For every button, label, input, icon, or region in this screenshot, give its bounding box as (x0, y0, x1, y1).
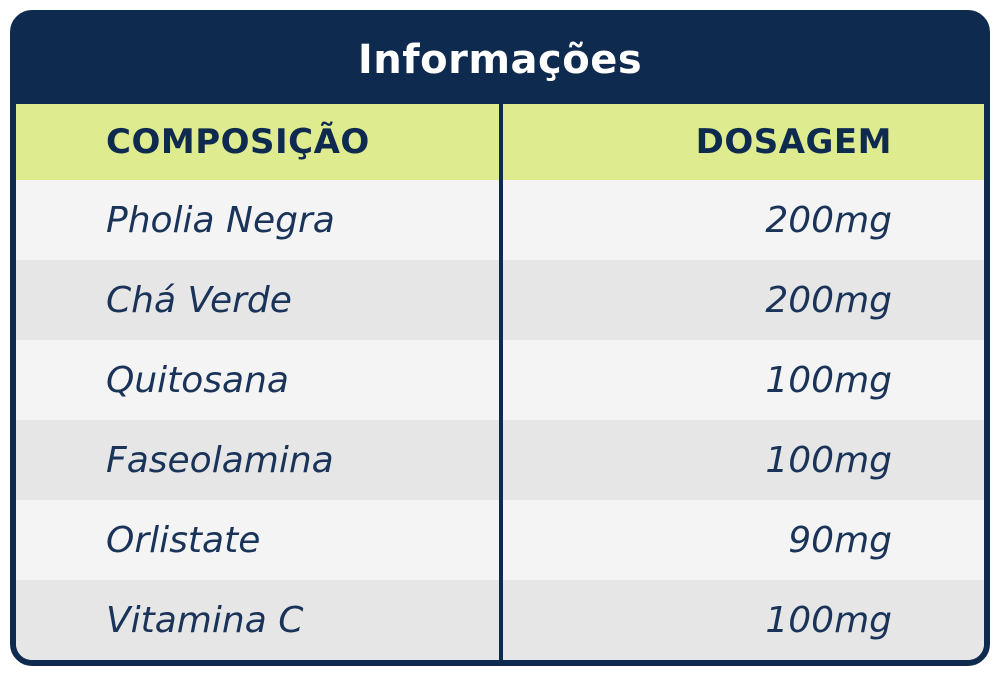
composition-cell: Quitosana (106, 359, 289, 401)
dosage-cell: 100mg (765, 599, 892, 641)
column-divider (499, 104, 503, 660)
header-composition: COMPOSIÇÃO (106, 122, 370, 162)
dosage-cell: 90mg (788, 519, 892, 561)
card-title: Informações (357, 37, 643, 83)
composition-cell: Pholia Negra (106, 199, 335, 241)
composition-table: COMPOSIÇÃO DOSAGEM Pholia Negra 200mg Ch… (16, 104, 984, 660)
composition-cell: Vitamina C (106, 599, 304, 641)
dosage-cell: 100mg (765, 439, 892, 481)
composition-cell: Chá Verde (106, 279, 292, 321)
info-card: Informações COMPOSIÇÃO DOSAGEM Pholia Ne… (10, 10, 990, 666)
header-dosage: DOSAGEM (695, 122, 892, 162)
composition-cell: Orlistate (106, 519, 261, 561)
dosage-cell: 200mg (765, 279, 892, 321)
dosage-cell: 200mg (765, 199, 892, 241)
dosage-cell: 100mg (765, 359, 892, 401)
composition-cell: Faseolamina (106, 439, 334, 481)
